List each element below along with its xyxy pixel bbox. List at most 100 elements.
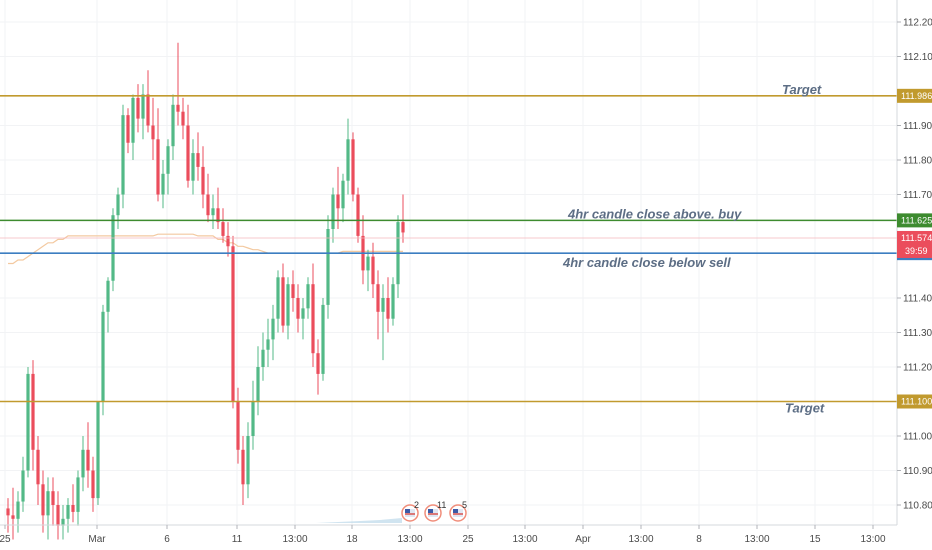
candle-down xyxy=(386,277,390,333)
candle-down xyxy=(296,284,300,333)
candle-body xyxy=(36,449,40,485)
time-tick-label: 25 xyxy=(0,534,11,545)
candle-down xyxy=(201,146,205,209)
horizontal-levels[interactable] xyxy=(0,95,897,403)
volume-indicator xyxy=(316,518,402,523)
candles xyxy=(6,42,405,540)
target-lower-tag-bg xyxy=(897,394,932,409)
candle-body xyxy=(336,194,340,209)
economic-events[interactable]: 2 11 5 xyxy=(401,500,467,522)
event-marker[interactable]: 5 xyxy=(449,500,467,522)
candle-body xyxy=(131,97,135,143)
candle-up xyxy=(321,298,325,381)
candle-body xyxy=(191,153,195,181)
candle-body xyxy=(76,477,80,512)
flag-canton xyxy=(453,509,458,513)
candle-down xyxy=(316,339,320,395)
candle-up xyxy=(116,187,120,229)
candle-down xyxy=(311,263,315,367)
current-price-tag: 111.574 39:59 xyxy=(897,230,932,258)
target-upper-tag-bg xyxy=(897,88,932,103)
candle-up xyxy=(276,270,280,333)
time-tick-label: Mar xyxy=(88,534,106,545)
candle-up xyxy=(271,304,275,361)
candle-body xyxy=(231,246,235,402)
candle-down xyxy=(336,166,340,229)
buy-level-note[interactable]: 4hr candle close above. buy xyxy=(567,206,742,221)
candle-up xyxy=(261,332,265,381)
candle-body xyxy=(101,311,105,402)
candle-body xyxy=(161,173,165,195)
candle-up xyxy=(46,477,50,540)
sell-level-note[interactable]: 4hr candle close below sell xyxy=(562,255,731,270)
candle-body xyxy=(356,194,360,236)
time-tick-label: 18 xyxy=(346,534,358,545)
candle-up xyxy=(76,470,80,526)
candle-up xyxy=(21,456,25,512)
candle-down xyxy=(221,208,225,243)
current-price-tag-bg xyxy=(897,230,932,258)
candle-down xyxy=(351,132,355,202)
candle-body xyxy=(126,115,130,143)
annotations[interactable]: Target 4hr candle close above. buy 4hr can… xyxy=(562,82,825,416)
time-tick-label: 13:00 xyxy=(282,534,307,545)
candle-body xyxy=(401,222,405,233)
price-tick-label: 111.200 xyxy=(903,363,932,374)
candle-down xyxy=(126,108,130,154)
price-axis[interactable]: 112.200 112.100 111.900 111.800 111.700 111.4… xyxy=(896,0,932,550)
candle-up xyxy=(121,104,125,209)
candle-body xyxy=(371,256,375,285)
time-axis[interactable]: 25 Mar 6 11 13:00 18 13:00 25 13:00 Apr 13:00 8 13:0… xyxy=(0,524,897,545)
target-lower-note[interactable]: Target xyxy=(785,401,825,416)
candle-up xyxy=(341,173,345,223)
candle-up xyxy=(256,346,260,416)
candle-body xyxy=(181,111,185,126)
candle-up xyxy=(111,208,115,292)
candle-up xyxy=(161,160,165,209)
price-tick-label: 112.100 xyxy=(903,52,932,63)
candle-body xyxy=(261,349,265,367)
time-tick-label: Apr xyxy=(575,534,591,545)
candle-up xyxy=(366,249,370,292)
candle-body xyxy=(386,298,390,319)
candle-body xyxy=(31,373,35,450)
price-tick-label: 111.300 xyxy=(903,328,932,339)
candle-up xyxy=(106,277,110,333)
candle-body xyxy=(391,284,395,319)
flag-canton xyxy=(405,509,410,513)
price-tick-label: 111.700 xyxy=(903,190,932,201)
candle-body xyxy=(171,104,175,147)
candle-body xyxy=(291,284,295,298)
candle-body xyxy=(306,284,310,309)
candle-down xyxy=(156,108,160,202)
candle-up xyxy=(381,284,385,361)
candle-down xyxy=(291,270,295,312)
candle-body xyxy=(81,449,85,478)
candle-down xyxy=(91,456,95,512)
candle-up xyxy=(396,215,400,298)
bar-countdown-label: 39:59 xyxy=(905,246,928,256)
candle-down xyxy=(196,132,200,181)
time-tick-label: 25 xyxy=(462,534,474,545)
candle-body xyxy=(106,280,110,312)
candle-body xyxy=(256,367,260,402)
event-marker[interactable]: 11 xyxy=(424,500,446,522)
event-marker[interactable]: 2 xyxy=(401,500,419,522)
candle-body xyxy=(281,277,285,326)
candle-body xyxy=(216,208,220,223)
candle-up xyxy=(61,505,65,540)
current-price-label: 111.574 xyxy=(901,233,932,243)
time-tick-label: 13:00 xyxy=(512,534,537,545)
time-tick-label: 13:00 xyxy=(628,534,653,545)
target-upper-note[interactable]: Target xyxy=(782,82,822,97)
candle-down xyxy=(206,173,210,223)
grid xyxy=(0,0,897,525)
candle-body xyxy=(176,104,180,112)
candle-body xyxy=(251,401,255,436)
candle-body xyxy=(241,449,245,485)
candle-up xyxy=(166,139,170,195)
candle-down xyxy=(356,187,360,243)
candle-down xyxy=(51,477,55,526)
candle-body xyxy=(311,284,315,354)
